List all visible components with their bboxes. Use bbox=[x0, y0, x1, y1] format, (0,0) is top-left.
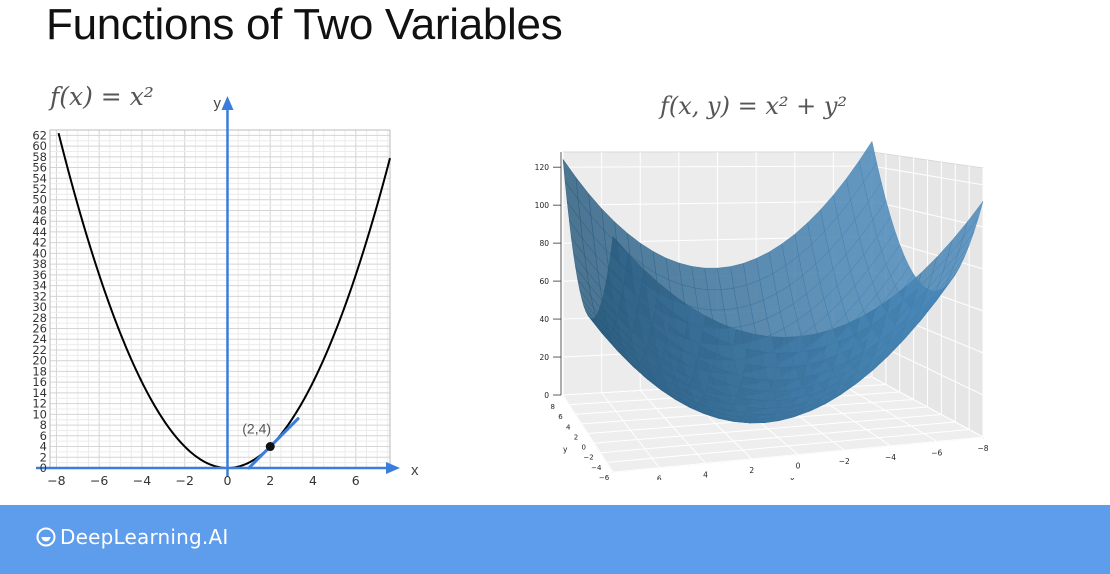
z-tick-label: 100 bbox=[535, 201, 550, 210]
point-label: (2,4) bbox=[242, 421, 271, 437]
deeplearning-logo-icon bbox=[36, 527, 56, 547]
tangent-line bbox=[247, 417, 300, 470]
grid-line bbox=[594, 414, 942, 444]
grid-line bbox=[871, 200, 984, 228]
y-tick-label: 52 bbox=[32, 182, 47, 196]
y-tick-label: 14 bbox=[32, 386, 47, 400]
y-tick-label: 12 bbox=[32, 397, 47, 411]
y-tick-label: 44 bbox=[32, 225, 47, 239]
x-tick-label: −6 bbox=[931, 448, 942, 457]
z-tick-label: 20 bbox=[539, 353, 549, 362]
z-tick-label: 60 bbox=[539, 277, 549, 286]
y-tick-label: 60 bbox=[32, 139, 47, 153]
y-axis-label: y bbox=[213, 95, 221, 112]
y-tick-label: 34 bbox=[32, 279, 47, 293]
y-tick-label: −2 bbox=[583, 454, 593, 462]
grid-line bbox=[833, 378, 938, 442]
grid bbox=[50, 129, 390, 469]
x-axis-label: x bbox=[790, 476, 795, 481]
y-axis-label: y bbox=[563, 445, 568, 454]
y-tick-label: 54 bbox=[32, 171, 47, 185]
formula-two-variables: f(x, y) = x² + y² bbox=[660, 92, 848, 120]
x-tick-label: −8 bbox=[47, 473, 65, 488]
y-tick-label: 58 bbox=[32, 150, 47, 164]
brand-logo: DeepLearning.AI bbox=[36, 525, 228, 549]
slide-title: Functions of Two Variables bbox=[46, 0, 563, 49]
y-tick-label: 38 bbox=[32, 257, 47, 271]
y-tick-label: 46 bbox=[32, 214, 47, 228]
x-tick-label: 0 bbox=[796, 462, 801, 471]
grid-line bbox=[606, 429, 970, 463]
y-tick-label: 0 bbox=[40, 461, 47, 475]
footer-bar: DeepLearning.AI bbox=[0, 505, 1110, 574]
x-tick-label: −4 bbox=[133, 473, 151, 488]
y-tick-label: 42 bbox=[32, 236, 47, 250]
x-tick-label: 8 bbox=[611, 479, 616, 480]
y-tick-label: 24 bbox=[32, 332, 47, 346]
x-tick-label: 2 bbox=[266, 473, 274, 488]
y-tick-label: 10 bbox=[32, 407, 47, 421]
y-tick-label: 32 bbox=[32, 289, 47, 303]
y-tick-label: 6 bbox=[558, 413, 563, 421]
grid-line bbox=[871, 376, 984, 438]
y-tick-label: 4 bbox=[566, 423, 571, 431]
surface-chart: 02040608010012086420−2−4−6−8x86420−2−4−6… bbox=[535, 140, 989, 481]
x-tick-label: −4 bbox=[885, 453, 896, 462]
brand-logo-text: DeepLearning.AI bbox=[60, 525, 229, 549]
grid-line bbox=[600, 421, 956, 454]
y-tick-label: 4 bbox=[40, 440, 47, 454]
y-tick-label: 40 bbox=[32, 246, 47, 260]
x-tick-label: −8 bbox=[977, 444, 988, 453]
x-tick-label: 4 bbox=[703, 470, 708, 479]
y-tick-label: 36 bbox=[32, 268, 47, 282]
y-tick-label: 6 bbox=[40, 429, 47, 443]
y-tick-label: 22 bbox=[32, 343, 47, 357]
grid-line bbox=[562, 165, 873, 168]
y-tick-label: −4 bbox=[591, 464, 602, 472]
x-tick-label: −2 bbox=[839, 457, 850, 466]
y-tick-label: 30 bbox=[32, 300, 47, 314]
x-axis-label: x bbox=[411, 462, 419, 479]
surface-cell bbox=[746, 422, 765, 424]
formula-one-variable: f(x) = x² bbox=[50, 82, 154, 111]
x-tick-label: 2 bbox=[749, 466, 754, 475]
y-tick-label: 20 bbox=[32, 354, 47, 368]
y-tick-label: 16 bbox=[32, 375, 47, 389]
y-tick-label: 62 bbox=[32, 128, 47, 142]
y-tick-label: 2 bbox=[40, 450, 47, 464]
x-axis-arrow bbox=[386, 462, 400, 474]
y-tick-label: 26 bbox=[32, 322, 47, 336]
grid-line bbox=[612, 436, 984, 473]
y-tick-label: 50 bbox=[32, 193, 47, 207]
z-tick-label: 80 bbox=[539, 239, 549, 248]
y-tick-label: 8 bbox=[40, 418, 47, 432]
parabola-chart: yx02468101214161820222426283032343638404… bbox=[32, 95, 419, 488]
x-tick-label: −2 bbox=[175, 473, 193, 488]
y-tick-label: 2 bbox=[574, 433, 578, 441]
x-tick-label: 6 bbox=[352, 473, 360, 488]
y-axis-arrow bbox=[221, 96, 234, 110]
grid-line bbox=[871, 165, 984, 186]
x-tick-label: 4 bbox=[309, 473, 317, 488]
y-tick-label: 8 bbox=[551, 403, 555, 411]
y-tick-label: 0 bbox=[582, 444, 586, 452]
grid-line bbox=[562, 200, 873, 206]
z-tick-label: 120 bbox=[535, 163, 550, 172]
y-tick-label: 56 bbox=[32, 161, 47, 175]
surface-mesh bbox=[562, 140, 984, 424]
plot-frame bbox=[49, 129, 391, 469]
z-tick-label: 0 bbox=[544, 391, 549, 400]
y-tick-label: 48 bbox=[32, 203, 47, 217]
y-tick-label: 18 bbox=[32, 364, 47, 378]
x-tick-label: −6 bbox=[90, 473, 108, 488]
x-tick-label: 0 bbox=[224, 473, 232, 488]
point-2-4 bbox=[265, 442, 275, 452]
y-tick-label: −6 bbox=[599, 474, 610, 480]
z-tick-label: 40 bbox=[539, 315, 549, 324]
x-tick-label: 6 bbox=[657, 475, 662, 480]
y-tick-label: 28 bbox=[32, 311, 47, 325]
